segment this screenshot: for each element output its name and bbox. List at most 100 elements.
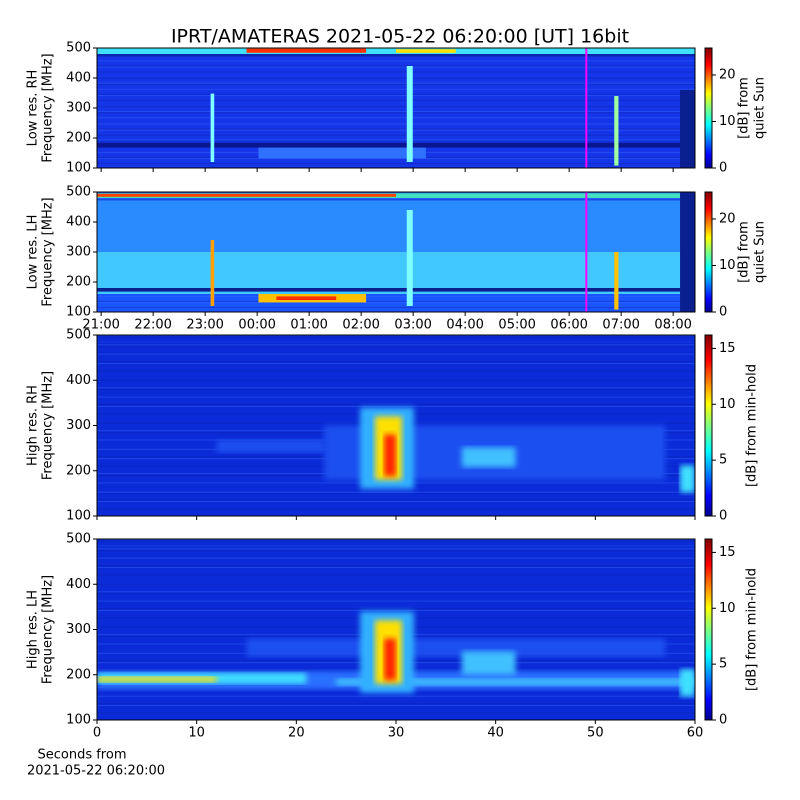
spectrogram-stripe <box>97 540 695 542</box>
x-tick-label: 50 <box>587 726 604 741</box>
spectrogram-stripe <box>97 82 695 84</box>
spectrogram-stripe <box>97 198 695 200</box>
spectrogram-stripe <box>97 566 695 568</box>
colorbar-tick-label: 0 <box>719 713 727 728</box>
y-tick-label: 400 <box>66 215 91 230</box>
colorbar-tick-label: 5 <box>719 453 727 468</box>
spectrogram <box>97 48 695 168</box>
spectrogram-feature <box>97 545 695 547</box>
spectrogram-stripe <box>97 117 695 119</box>
spectrogram-stripe <box>97 111 695 113</box>
colorbar-tick-label: 0 <box>719 305 727 320</box>
spectrogram-feature <box>680 465 695 493</box>
spectrogram-feature <box>246 48 367 53</box>
spectrogram-stripe <box>97 695 695 697</box>
spectrogram-stripe <box>97 703 695 705</box>
spectrogram-feature <box>384 434 396 477</box>
spectrogram-stripe <box>97 550 695 552</box>
spectrogram-feature <box>406 66 413 162</box>
y-tick-label: 400 <box>66 373 91 388</box>
spectrogram-stripe <box>97 307 695 309</box>
spectrogram-stripe <box>97 705 695 707</box>
spectrogram-stripe <box>97 712 695 714</box>
spectrogram-stripe <box>97 396 695 398</box>
spectrogram-stripe <box>97 302 695 304</box>
y-tick-label: 200 <box>66 463 91 478</box>
y-axis-label: Low res. LH <box>26 215 41 290</box>
spectrogram-feature <box>246 638 666 657</box>
y-axis-label: Frequency [MHz] <box>41 53 56 162</box>
spectrogram-stripe <box>97 591 695 593</box>
x-tick-label: 23:00 <box>186 318 223 333</box>
x-tick-label: 05:00 <box>498 318 535 333</box>
spectrogram-stripe <box>97 123 695 125</box>
y-axis-label: Frequency [MHz] <box>41 575 56 684</box>
x-tick-label: 0 <box>93 726 101 741</box>
spectrogram-stripe <box>97 71 695 73</box>
spectrogram-stripe <box>97 379 695 381</box>
spectrogram-stripe <box>97 93 695 95</box>
spectrogram-feature <box>97 54 695 57</box>
spectrogram-feature <box>210 93 215 162</box>
spectrogram-stripe <box>97 344 695 346</box>
x-axis-label: 2021-05-22 06:20:00 <box>27 764 165 779</box>
spectrogram-stripe <box>97 163 695 165</box>
colorbar <box>704 47 713 169</box>
y-tick-label: 500 <box>66 185 91 200</box>
spectrogram-stripe <box>97 608 695 610</box>
x-tick-label: 20 <box>288 726 305 741</box>
spectrogram-stripe <box>97 99 695 101</box>
spectrogram-stripe <box>97 65 695 67</box>
spectrogram-feature <box>396 49 456 53</box>
spectrogram-feature <box>614 252 619 310</box>
spectrogram-stripe <box>97 336 695 338</box>
spectrogram-stripe <box>97 508 695 510</box>
x-tick-label: 40 <box>487 726 504 741</box>
spectrogram-stripe <box>97 95 695 97</box>
y-tick-label: 200 <box>66 667 91 682</box>
x-tick-label: 10 <box>188 726 205 741</box>
x-tick-label: 01:00 <box>290 318 327 333</box>
y-tick-label: 100 <box>66 305 91 320</box>
x-tick-label: 03:00 <box>394 318 431 333</box>
y-tick-label: 300 <box>66 245 91 260</box>
spectrogram-stripe <box>97 158 695 160</box>
spectrogram-feature <box>680 192 695 312</box>
spectrogram-stripe <box>97 593 695 595</box>
spectrogram-feature <box>210 240 215 306</box>
spectrogram-stripe <box>97 609 695 611</box>
spectrogram-stripe <box>97 300 695 302</box>
y-tick-label: 500 <box>66 328 91 343</box>
spectrogram-stripe <box>97 128 695 130</box>
spectrogram-feature <box>97 341 695 343</box>
spectrogram-feature <box>680 669 695 697</box>
spectrogram-feature <box>97 288 695 292</box>
spectrogram-feature <box>461 447 516 468</box>
y-tick-label: 300 <box>66 101 91 116</box>
x-tick-label: 60 <box>687 726 704 741</box>
spectrogram-stripe <box>97 404 695 406</box>
spectrogram-feature <box>384 638 396 681</box>
colorbar-label: [dB] from min-hold <box>745 568 760 691</box>
spectrogram-stripe <box>97 565 695 567</box>
spectrogram-stripe <box>97 134 695 136</box>
spectrogram-feature <box>216 439 325 453</box>
spectrogram-stripe <box>97 112 695 114</box>
spectrogram <box>97 335 695 516</box>
colorbar <box>704 191 713 313</box>
colorbar-label: quiet Sun <box>753 77 768 139</box>
spectrogram-stripe <box>97 295 695 297</box>
colorbar-tick-label: 10 <box>719 114 736 129</box>
spectrogram-stripe <box>97 557 695 559</box>
y-axis-label: High res. LH <box>26 590 41 669</box>
x-tick-label: 04:00 <box>446 318 483 333</box>
colorbar-label: [dB] from min-hold <box>745 364 760 487</box>
spectrogram-feature <box>406 210 413 306</box>
spectrogram-stripe <box>97 77 695 79</box>
y-tick-label: 500 <box>66 41 91 56</box>
spectrogram-stripe <box>97 139 695 141</box>
y-tick-label: 400 <box>66 71 91 86</box>
spectrogram-stripe <box>97 389 695 391</box>
spectrogram-stripe <box>97 353 695 355</box>
y-tick-label: 200 <box>66 131 91 146</box>
